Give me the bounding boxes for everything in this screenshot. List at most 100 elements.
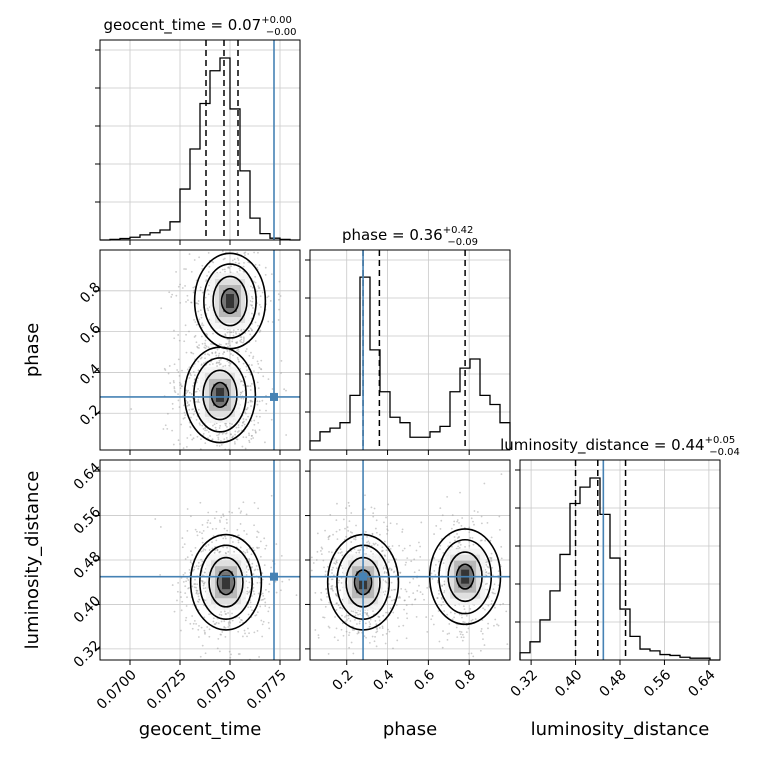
sample-point bbox=[229, 656, 232, 659]
histogram-phase bbox=[309, 276, 511, 450]
sample-point bbox=[398, 625, 400, 628]
sample-point bbox=[197, 595, 200, 598]
sample-point bbox=[181, 385, 183, 388]
sample-point bbox=[250, 405, 252, 407]
sample-point bbox=[378, 619, 381, 622]
sample-point bbox=[484, 583, 487, 586]
sample-point bbox=[470, 619, 473, 622]
sample-point bbox=[171, 407, 174, 410]
sample-point bbox=[226, 350, 229, 352]
sample-point bbox=[241, 246, 243, 248]
sample-point bbox=[192, 413, 195, 416]
sample-point bbox=[483, 644, 486, 646]
sample-point bbox=[440, 604, 443, 607]
sample-point bbox=[230, 331, 233, 334]
sample-point bbox=[236, 534, 239, 537]
sample-point bbox=[214, 226, 216, 228]
sample-point bbox=[259, 415, 261, 418]
sample-point bbox=[504, 661, 506, 663]
sample-point bbox=[324, 605, 327, 608]
sample-point bbox=[339, 548, 342, 551]
x-tick-label: 0.56 bbox=[641, 667, 674, 700]
sample-point bbox=[204, 353, 206, 356]
sample-point bbox=[265, 544, 268, 547]
sample-point bbox=[238, 653, 241, 655]
sample-point bbox=[246, 369, 248, 372]
sample-point bbox=[240, 336, 243, 339]
sample-point bbox=[251, 434, 253, 437]
sample-point bbox=[195, 418, 198, 421]
sample-point bbox=[236, 528, 239, 531]
sample-point bbox=[414, 598, 417, 601]
sample-point bbox=[336, 502, 338, 505]
sample-point bbox=[206, 626, 209, 628]
sample-point bbox=[419, 545, 421, 548]
sample-point bbox=[188, 330, 190, 333]
sample-point bbox=[224, 613, 227, 615]
sample-point bbox=[227, 626, 230, 628]
sample-point bbox=[476, 511, 479, 513]
sample-point bbox=[350, 512, 353, 514]
sample-point bbox=[249, 385, 252, 387]
sample-point bbox=[256, 547, 259, 550]
sample-point bbox=[480, 515, 483, 518]
sample-point bbox=[211, 547, 214, 550]
sample-point bbox=[180, 629, 182, 632]
contour-line bbox=[193, 252, 267, 350]
sample-point bbox=[251, 562, 254, 565]
sample-point bbox=[197, 628, 200, 631]
sample-point bbox=[240, 429, 243, 432]
sample-point bbox=[170, 296, 173, 298]
sample-point bbox=[442, 551, 445, 554]
sample-point bbox=[258, 429, 261, 431]
sample-point bbox=[189, 434, 192, 436]
sample-point bbox=[359, 548, 362, 551]
sample-point bbox=[224, 270, 226, 273]
sample-point bbox=[437, 560, 440, 563]
sample-point bbox=[226, 331, 229, 334]
sample-point bbox=[374, 542, 377, 545]
sample-point bbox=[363, 508, 366, 511]
sample-point bbox=[389, 607, 392, 610]
sample-point bbox=[238, 246, 240, 248]
sample-point bbox=[469, 608, 472, 610]
contour-line bbox=[202, 369, 238, 421]
sample-point bbox=[385, 611, 387, 614]
sample-point bbox=[184, 572, 186, 574]
sample-point bbox=[249, 601, 252, 604]
sample-point bbox=[173, 610, 176, 613]
sample-point bbox=[245, 436, 248, 439]
sample-point bbox=[240, 392, 243, 394]
sample-point bbox=[188, 403, 190, 406]
sample-point bbox=[381, 625, 384, 628]
sample-point bbox=[174, 391, 177, 394]
truth-marker bbox=[270, 572, 278, 581]
sample-point bbox=[431, 577, 434, 580]
sample-point bbox=[330, 551, 333, 554]
sample-point bbox=[340, 582, 343, 584]
sample-point bbox=[336, 538, 339, 541]
sample-point bbox=[418, 584, 420, 587]
sample-point bbox=[491, 574, 494, 577]
sample-point bbox=[189, 425, 192, 428]
sample-point bbox=[367, 615, 370, 618]
sample-point bbox=[390, 589, 393, 592]
sample-point bbox=[217, 436, 220, 439]
sample-point bbox=[383, 572, 386, 574]
sample-point bbox=[224, 635, 227, 638]
sample-point bbox=[490, 558, 493, 560]
sample-point bbox=[321, 547, 324, 550]
sample-point bbox=[243, 423, 246, 426]
sample-point bbox=[173, 387, 176, 390]
sample-point bbox=[242, 362, 245, 365]
sample-point bbox=[193, 586, 196, 589]
sample-point bbox=[179, 443, 181, 445]
sample-point bbox=[212, 424, 214, 427]
y-tick-label: 0.48 bbox=[71, 549, 104, 582]
sample-point bbox=[186, 577, 189, 580]
sample-point bbox=[222, 546, 225, 549]
sample-point bbox=[188, 377, 191, 379]
sample-point bbox=[398, 544, 401, 547]
sample-point bbox=[256, 611, 259, 614]
sample-point bbox=[213, 517, 216, 520]
